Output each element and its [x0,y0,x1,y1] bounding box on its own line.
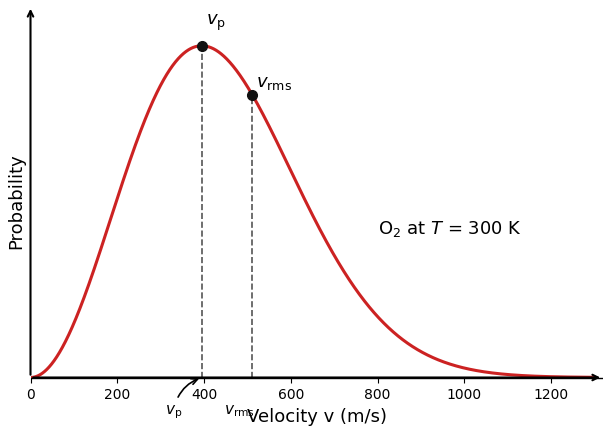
X-axis label: Velocity v (m/s): Velocity v (m/s) [247,407,387,425]
Text: $v_\mathrm{p}$: $v_\mathrm{p}$ [206,13,226,33]
Text: O$_2$ at $T$ = 300 K: O$_2$ at $T$ = 300 K [378,219,522,239]
Text: $v_\mathrm{rms}$: $v_\mathrm{rms}$ [224,402,254,418]
Text: $v_\mathrm{p}$: $v_\mathrm{p}$ [165,379,198,420]
Y-axis label: Probability: Probability [7,153,25,248]
Text: $v_\mathrm{rms}$: $v_\mathrm{rms}$ [256,74,293,92]
